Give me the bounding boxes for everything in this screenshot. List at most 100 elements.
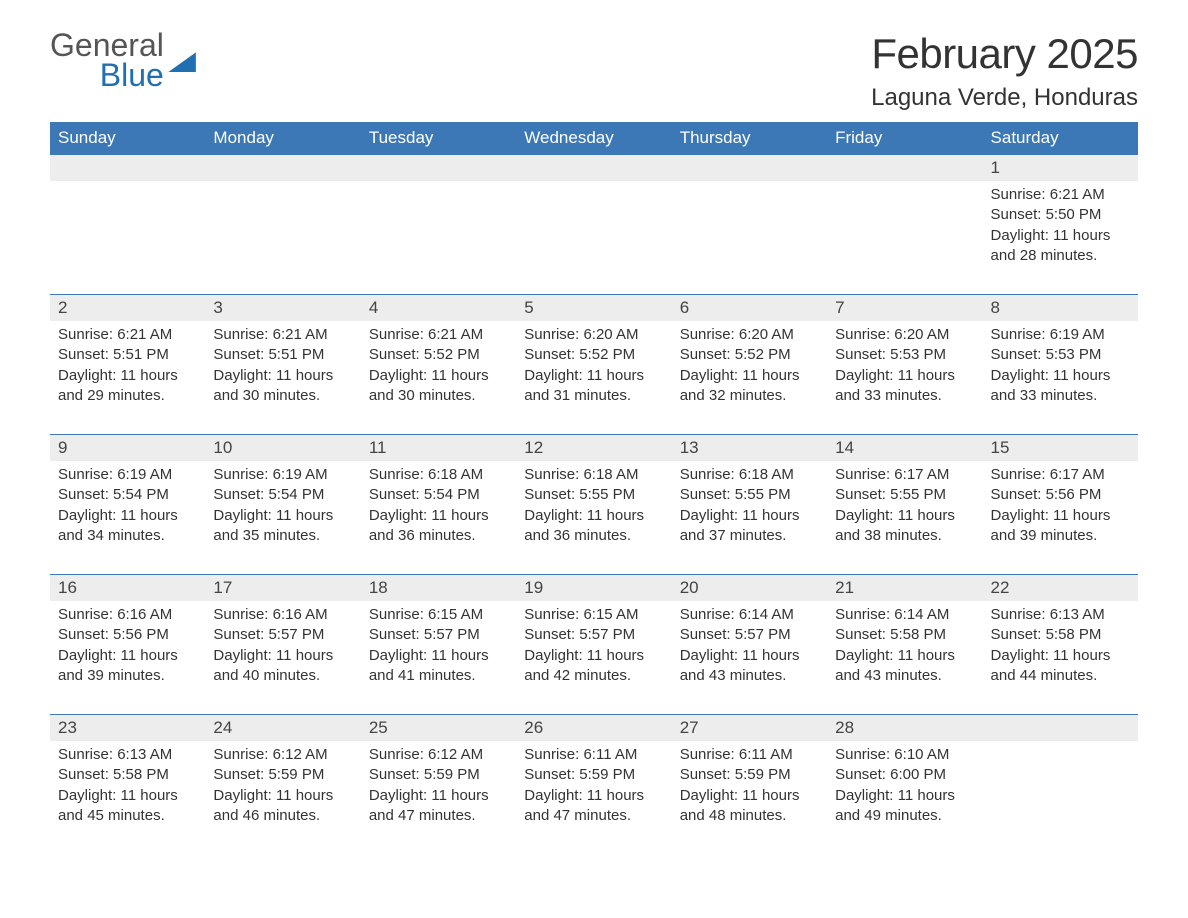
daylight-text: Daylight: 11 hours and 42 minutes. — [524, 646, 663, 687]
logo-text: General Blue — [50, 30, 164, 91]
day-number-cell: 28 — [827, 715, 982, 742]
calendar-table: Sunday Monday Tuesday Wednesday Thursday… — [50, 122, 1138, 854]
sunset-text: Sunset: 5:50 PM — [991, 205, 1130, 225]
daylight-text: Daylight: 11 hours and 37 minutes. — [680, 506, 819, 547]
day-detail-cell: Sunrise: 6:14 AMSunset: 5:57 PMDaylight:… — [672, 601, 827, 715]
sunset-text: Sunset: 5:56 PM — [58, 625, 197, 645]
sunset-text: Sunset: 5:55 PM — [524, 485, 663, 505]
day-detail-cell: Sunrise: 6:13 AMSunset: 5:58 PMDaylight:… — [983, 601, 1138, 715]
sunrise-text: Sunrise: 6:16 AM — [213, 605, 352, 625]
daylight-text: Daylight: 11 hours and 40 minutes. — [213, 646, 352, 687]
daylight-text: Daylight: 11 hours and 35 minutes. — [213, 506, 352, 547]
sunrise-text: Sunrise: 6:11 AM — [680, 745, 819, 765]
day-number-cell — [983, 715, 1138, 742]
day-number-cell: 6 — [672, 295, 827, 322]
sunset-text: Sunset: 5:52 PM — [524, 345, 663, 365]
day-detail-cell — [205, 181, 360, 295]
sunset-text: Sunset: 5:59 PM — [213, 765, 352, 785]
day-detail-cell — [516, 181, 671, 295]
day-detail-cell: Sunrise: 6:20 AMSunset: 5:53 PMDaylight:… — [827, 321, 982, 435]
daylight-text: Daylight: 11 hours and 30 minutes. — [213, 366, 352, 407]
day-number-cell: 16 — [50, 575, 205, 602]
sunrise-text: Sunrise: 6:12 AM — [213, 745, 352, 765]
daylight-text: Daylight: 11 hours and 49 minutes. — [835, 786, 974, 827]
day-detail-cell: Sunrise: 6:15 AMSunset: 5:57 PMDaylight:… — [361, 601, 516, 715]
sunset-text: Sunset: 5:57 PM — [680, 625, 819, 645]
sunset-text: Sunset: 5:54 PM — [369, 485, 508, 505]
day-number-cell: 19 — [516, 575, 671, 602]
sunset-text: Sunset: 5:59 PM — [524, 765, 663, 785]
sunrise-text: Sunrise: 6:13 AM — [58, 745, 197, 765]
day-number-cell: 8 — [983, 295, 1138, 322]
day-detail-cell: Sunrise: 6:10 AMSunset: 6:00 PMDaylight:… — [827, 741, 982, 854]
sunrise-text: Sunrise: 6:21 AM — [991, 185, 1130, 205]
day-number-cell — [205, 155, 360, 182]
daylight-text: Daylight: 11 hours and 38 minutes. — [835, 506, 974, 547]
sunrise-text: Sunrise: 6:21 AM — [213, 325, 352, 345]
daylight-text: Daylight: 11 hours and 32 minutes. — [680, 366, 819, 407]
day-number-cell: 25 — [361, 715, 516, 742]
sunset-text: Sunset: 5:58 PM — [991, 625, 1130, 645]
day-detail-cell: Sunrise: 6:14 AMSunset: 5:58 PMDaylight:… — [827, 601, 982, 715]
location-label: Laguna Verde, Honduras — [871, 84, 1138, 112]
day-number-cell — [672, 155, 827, 182]
day-detail-cell: Sunrise: 6:17 AMSunset: 5:56 PMDaylight:… — [983, 461, 1138, 575]
sunrise-text: Sunrise: 6:15 AM — [369, 605, 508, 625]
sunrise-text: Sunrise: 6:21 AM — [58, 325, 197, 345]
day-detail-cell — [672, 181, 827, 295]
day-number-cell: 17 — [205, 575, 360, 602]
page-header: General Blue February 2025 Laguna Verde,… — [50, 30, 1138, 112]
sunrise-text: Sunrise: 6:14 AM — [835, 605, 974, 625]
weekday-header: Monday — [205, 122, 360, 155]
sunrise-text: Sunrise: 6:20 AM — [524, 325, 663, 345]
title-block: February 2025 Laguna Verde, Honduras — [871, 30, 1138, 112]
weekday-header: Friday — [827, 122, 982, 155]
sunset-text: Sunset: 5:57 PM — [213, 625, 352, 645]
day-detail-cell — [827, 181, 982, 295]
daylight-text: Daylight: 11 hours and 34 minutes. — [58, 506, 197, 547]
day-detail-cell: Sunrise: 6:21 AMSunset: 5:51 PMDaylight:… — [205, 321, 360, 435]
daylight-text: Daylight: 11 hours and 30 minutes. — [369, 366, 508, 407]
day-detail-cell — [361, 181, 516, 295]
sunrise-text: Sunrise: 6:13 AM — [991, 605, 1130, 625]
daylight-text: Daylight: 11 hours and 44 minutes. — [991, 646, 1130, 687]
weekday-header: Saturday — [983, 122, 1138, 155]
weekday-header: Thursday — [672, 122, 827, 155]
sunset-text: Sunset: 5:57 PM — [369, 625, 508, 645]
sunset-text: Sunset: 5:54 PM — [58, 485, 197, 505]
day-number-cell: 11 — [361, 435, 516, 462]
sunrise-text: Sunrise: 6:17 AM — [835, 465, 974, 485]
day-detail-cell: Sunrise: 6:11 AMSunset: 5:59 PMDaylight:… — [516, 741, 671, 854]
day-detail-cell: Sunrise: 6:21 AMSunset: 5:52 PMDaylight:… — [361, 321, 516, 435]
daylight-text: Daylight: 11 hours and 36 minutes. — [524, 506, 663, 547]
sunset-text: Sunset: 5:54 PM — [213, 485, 352, 505]
daylight-text: Daylight: 11 hours and 43 minutes. — [680, 646, 819, 687]
daylight-text: Daylight: 11 hours and 36 minutes. — [369, 506, 508, 547]
daylight-text: Daylight: 11 hours and 39 minutes. — [991, 506, 1130, 547]
sunset-text: Sunset: 5:51 PM — [213, 345, 352, 365]
sunrise-text: Sunrise: 6:14 AM — [680, 605, 819, 625]
day-number-cell: 14 — [827, 435, 982, 462]
day-number-cell: 7 — [827, 295, 982, 322]
day-detail-cell: Sunrise: 6:13 AMSunset: 5:58 PMDaylight:… — [50, 741, 205, 854]
day-detail-cell: Sunrise: 6:15 AMSunset: 5:57 PMDaylight:… — [516, 601, 671, 715]
sunset-text: Sunset: 5:56 PM — [991, 485, 1130, 505]
day-number-cell: 1 — [983, 155, 1138, 182]
day-detail-cell: Sunrise: 6:19 AMSunset: 5:54 PMDaylight:… — [205, 461, 360, 575]
day-number-cell: 13 — [672, 435, 827, 462]
day-detail-cell: Sunrise: 6:18 AMSunset: 5:54 PMDaylight:… — [361, 461, 516, 575]
day-detail-cell: Sunrise: 6:19 AMSunset: 5:54 PMDaylight:… — [50, 461, 205, 575]
daylight-text: Daylight: 11 hours and 48 minutes. — [680, 786, 819, 827]
day-detail-cell: Sunrise: 6:17 AMSunset: 5:55 PMDaylight:… — [827, 461, 982, 575]
daylight-text: Daylight: 11 hours and 33 minutes. — [991, 366, 1130, 407]
day-number-cell: 10 — [205, 435, 360, 462]
day-detail-cell: Sunrise: 6:18 AMSunset: 5:55 PMDaylight:… — [672, 461, 827, 575]
sunset-text: Sunset: 5:55 PM — [680, 485, 819, 505]
daylight-text: Daylight: 11 hours and 46 minutes. — [213, 786, 352, 827]
daylight-text: Daylight: 11 hours and 47 minutes. — [369, 786, 508, 827]
sunrise-text: Sunrise: 6:20 AM — [835, 325, 974, 345]
day-number-cell: 5 — [516, 295, 671, 322]
day-number-cell: 2 — [50, 295, 205, 322]
weekday-header: Tuesday — [361, 122, 516, 155]
daylight-text: Daylight: 11 hours and 29 minutes. — [58, 366, 197, 407]
